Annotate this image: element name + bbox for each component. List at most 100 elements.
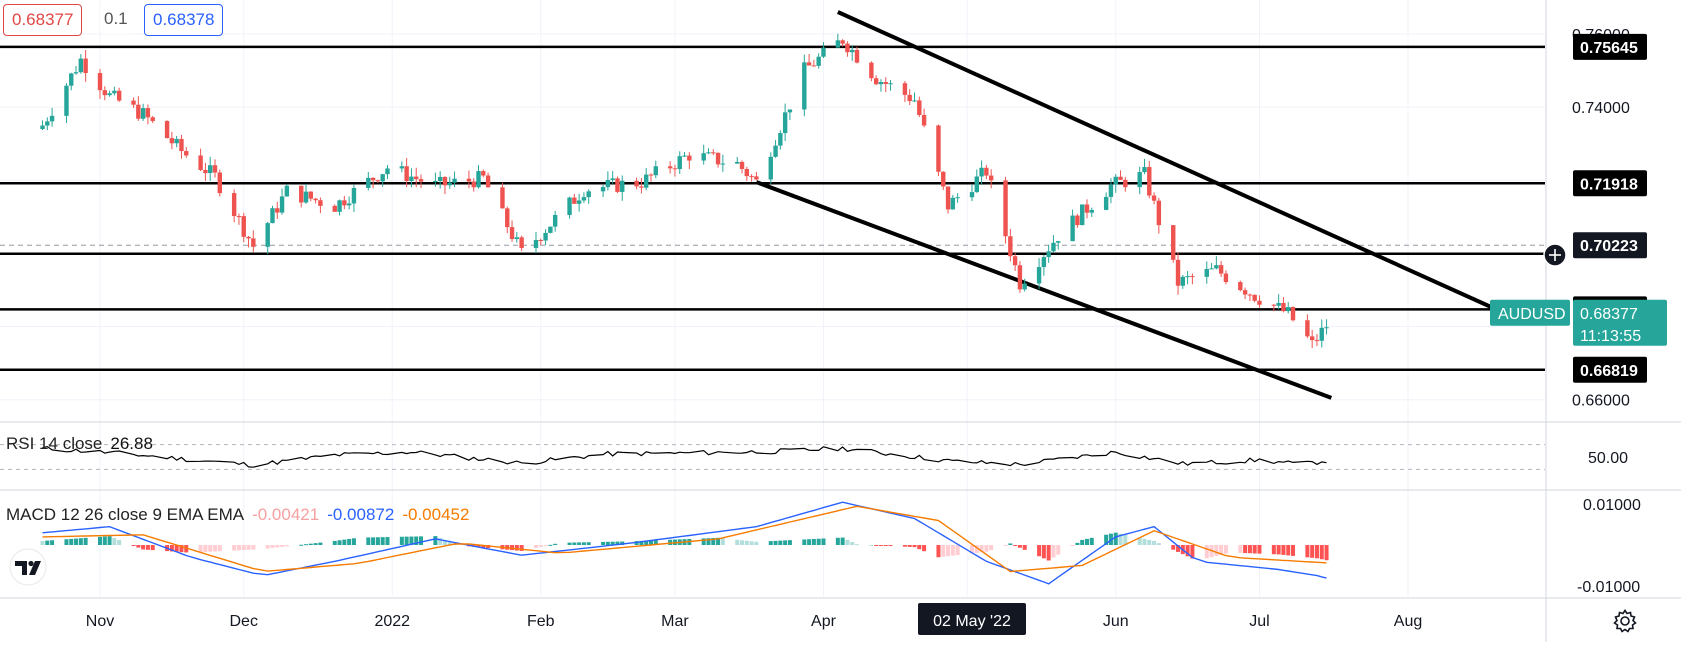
- macd-histogram-bar: [553, 543, 558, 546]
- candle-body: [1271, 304, 1277, 306]
- macd-histogram-bar: [1276, 545, 1281, 555]
- macd-histogram-bar: [308, 543, 313, 546]
- crosshair-date-badge[interactable]: [918, 603, 1026, 635]
- candle-body: [1190, 276, 1195, 278]
- candle-body: [275, 208, 280, 213]
- macd-histogram-bar: [821, 538, 826, 546]
- candle-body: [806, 62, 812, 66]
- candle-body: [706, 152, 711, 154]
- candle-body: [1276, 302, 1281, 306]
- macd-histogram-bar: [1152, 540, 1157, 546]
- candle-body: [572, 197, 577, 204]
- candle-body: [682, 155, 687, 157]
- level-price-badge[interactable]: [1573, 356, 1647, 383]
- candle-body: [787, 109, 793, 113]
- macd-histogram-bar: [936, 545, 941, 558]
- candle-body: [648, 174, 654, 176]
- macd-legend[interactable]: MACD 12 26 close 9 EMA EMA -0.00421 -0.008…: [6, 505, 469, 525]
- time-axis-label: 2022: [374, 613, 410, 630]
- macd-histogram-bar: [787, 540, 792, 546]
- candle-body: [840, 40, 845, 44]
- candle-body: [265, 223, 270, 247]
- macd-histogram-bar: [648, 540, 653, 546]
- macd-histogram-bar: [399, 536, 404, 546]
- macd-histogram-bar: [313, 543, 318, 546]
- macd-histogram-bar: [447, 541, 452, 546]
- symbol-badge[interactable]: [1490, 299, 1570, 326]
- candle-body: [878, 82, 884, 85]
- candle-body: [816, 56, 821, 66]
- tradingview-logo-icon[interactable]: [6, 548, 50, 586]
- candle-body: [917, 100, 922, 115]
- candle-body: [1218, 265, 1224, 274]
- last-price-badge[interactable]: [1573, 299, 1667, 346]
- settings-gear-icon[interactable]: [1612, 608, 1638, 634]
- macd-histogram-bar: [548, 544, 553, 546]
- candle-body: [303, 191, 309, 203]
- sell-price-box[interactable]: 0.68377: [3, 4, 83, 36]
- rsi-legend[interactable]: RSI 14 close 26.88: [6, 434, 153, 454]
- candle-body: [246, 236, 251, 239]
- candle-body: [1151, 195, 1157, 201]
- macd-histogram-bar: [198, 545, 203, 553]
- candle-body: [1204, 268, 1209, 277]
- candle-body: [505, 208, 510, 228]
- macd-histogram-bar: [1075, 542, 1080, 546]
- candle-body: [639, 186, 644, 188]
- macd-histogram-bar: [845, 539, 850, 546]
- macd-histogram-bar: [40, 540, 45, 546]
- candle-body: [1223, 273, 1229, 283]
- candle-body: [385, 168, 390, 175]
- macd-histogram-bar: [711, 537, 716, 546]
- macd-histogram-bar: [1142, 538, 1147, 546]
- macd-histogram-bar: [807, 539, 812, 546]
- macd-histogram-bar: [883, 545, 888, 547]
- candle-body: [945, 186, 951, 210]
- candle-body: [236, 216, 242, 218]
- macd-histogram-bar: [519, 545, 524, 551]
- candle-body: [1046, 251, 1051, 258]
- macd-histogram-bar: [1204, 545, 1209, 559]
- last-price-label: 0.68377: [1580, 306, 1638, 323]
- candle-body: [69, 73, 74, 86]
- macd-histogram-bar: [567, 542, 572, 546]
- candle-body: [207, 165, 213, 174]
- candle-body: [116, 90, 122, 101]
- macd-histogram-bar: [955, 545, 960, 556]
- macd-histogram-bar: [265, 545, 270, 549]
- candle-body: [921, 114, 927, 126]
- buy-price-box[interactable]: 0.68378: [144, 4, 224, 36]
- macd-histogram-bar: [974, 545, 979, 553]
- macd-histogram-bar: [375, 537, 380, 546]
- level-price-badge[interactable]: [1573, 33, 1647, 60]
- candle-body: [687, 155, 692, 161]
- candle-body: [83, 58, 88, 74]
- trendline[interactable]: [755, 180, 1333, 400]
- trendline[interactable]: [837, 10, 1520, 322]
- candle-body: [754, 176, 759, 180]
- macd-histogram-bar: [1118, 533, 1123, 546]
- macd-histogram-bar: [869, 544, 874, 546]
- add-crosshair-icon[interactable]: [1542, 242, 1568, 268]
- candle-body: [299, 185, 304, 203]
- crosshair-price-badge[interactable]: [1573, 232, 1647, 259]
- macd-histogram-bar: [275, 545, 280, 548]
- candle-body: [1175, 259, 1181, 286]
- candle-body: [102, 90, 107, 96]
- macd-histogram-bar: [735, 539, 740, 546]
- candle-body: [1070, 215, 1075, 242]
- crosshair-price-label: 0.70223: [1580, 238, 1638, 255]
- candle-body: [481, 171, 486, 176]
- candle-body: [773, 145, 778, 157]
- bar-countdown-label: 11:13:55: [1580, 328, 1641, 345]
- macd-histogram-bar: [610, 541, 615, 546]
- macd-histogram-bar: [419, 536, 424, 546]
- level-price-badge[interactable]: [1573, 170, 1647, 197]
- candle-body: [701, 153, 706, 161]
- macd-histogram-bar: [701, 538, 706, 546]
- macd-histogram-bar: [984, 545, 989, 552]
- macd-axis-tick: 0.01000: [1583, 497, 1641, 514]
- macd-histogram-bar: [351, 538, 356, 546]
